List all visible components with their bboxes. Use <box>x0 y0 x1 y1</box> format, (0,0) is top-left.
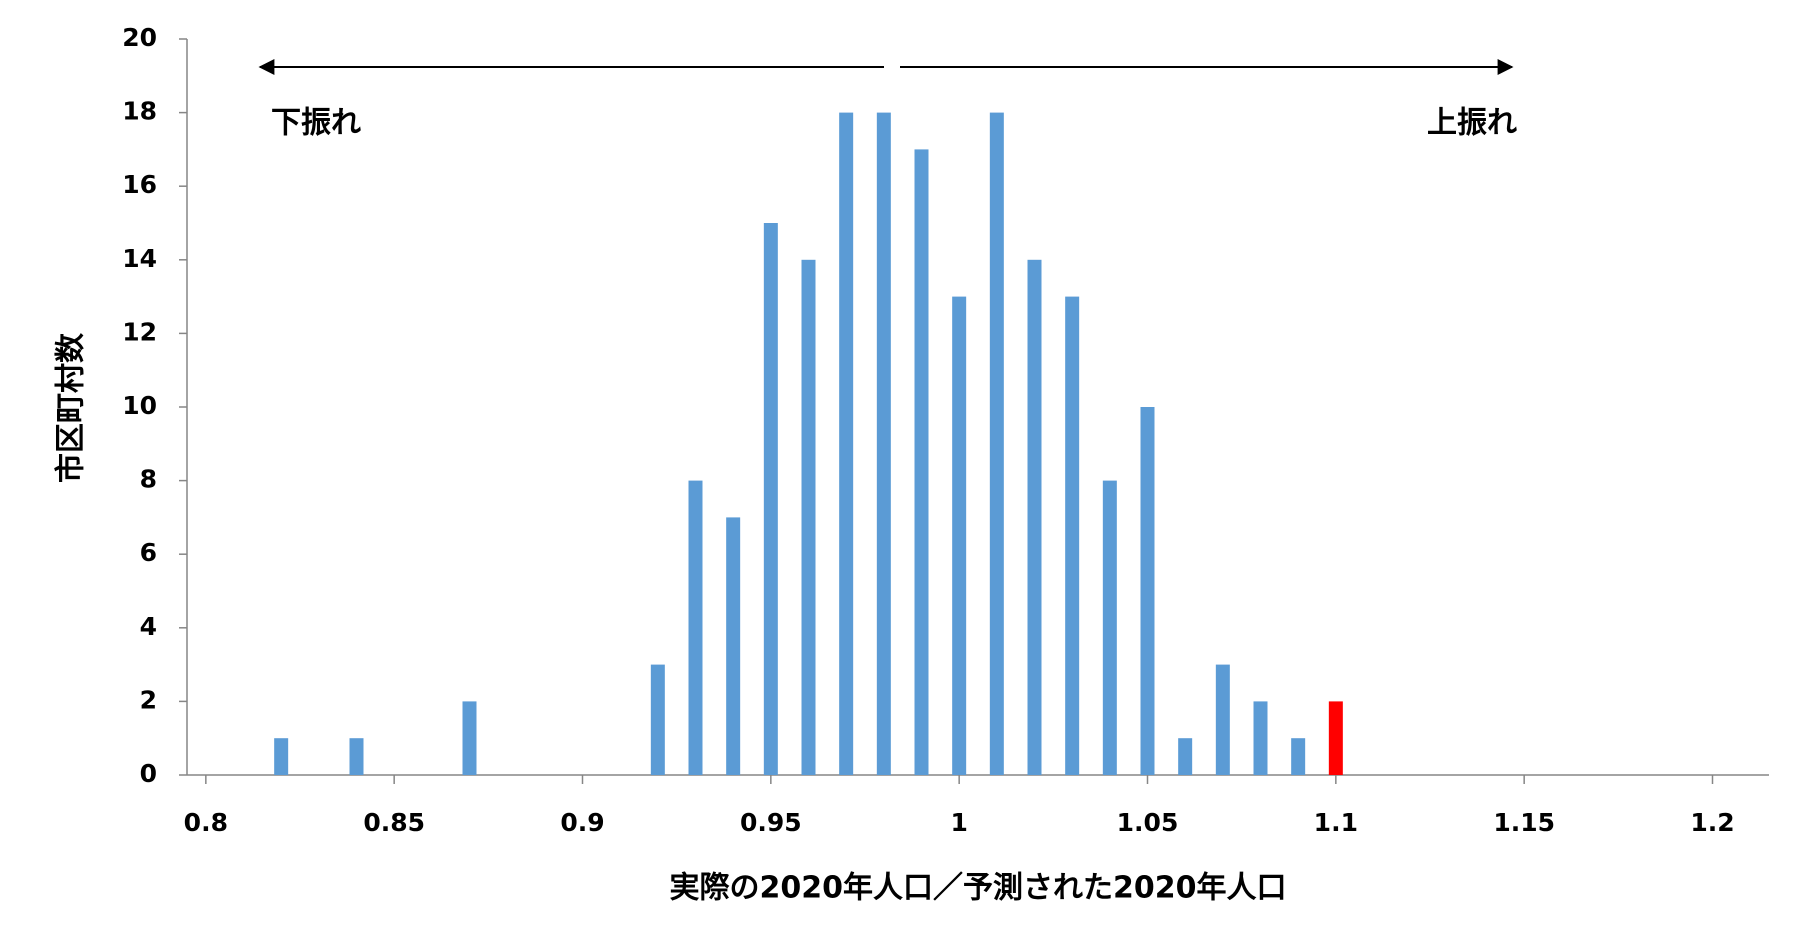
bar <box>462 701 477 775</box>
y-axis-label: 市区町村数 <box>54 332 89 483</box>
y-tick-label: 12 <box>122 317 157 346</box>
bar <box>989 112 1004 776</box>
bar <box>1253 701 1268 775</box>
x-axis-label: 実際の2020年人口／予測された2020年人口 <box>670 871 1287 906</box>
bar <box>1328 701 1343 775</box>
x-tick-label: 0.9 <box>560 808 604 837</box>
bar <box>1178 738 1193 775</box>
x-tick-label: 1.05 <box>1117 808 1179 837</box>
bar <box>876 112 891 776</box>
bar <box>839 112 854 776</box>
bar <box>1065 296 1080 775</box>
bar <box>914 149 929 775</box>
y-tick-label: 0 <box>140 759 157 788</box>
y-tick-label: 10 <box>122 391 157 420</box>
x-tick-label: 1 <box>950 808 967 837</box>
y-tick-label: 14 <box>122 244 157 273</box>
bar <box>1291 738 1306 775</box>
x-tick-label: 0.8 <box>184 808 228 837</box>
bar <box>349 738 364 775</box>
y-tick-label: 4 <box>140 612 157 641</box>
x-tick-label: 1.15 <box>1493 808 1555 837</box>
y-tick-label: 8 <box>140 465 157 494</box>
x-tick-label: 1.2 <box>1690 808 1734 837</box>
y-tick-label: 6 <box>140 538 157 567</box>
bar <box>763 223 778 775</box>
y-tick-label: 18 <box>122 97 157 126</box>
bar <box>1027 259 1042 775</box>
annotation: 上振れ <box>1427 106 1517 141</box>
x-tick-label: 1.1 <box>1314 808 1358 837</box>
bar <box>650 664 665 775</box>
y-tick-label: 20 <box>122 23 157 52</box>
bar <box>274 738 289 775</box>
bar <box>801 259 816 775</box>
bar <box>688 480 703 775</box>
bar <box>726 517 741 775</box>
x-tick-label: 0.85 <box>363 808 425 837</box>
bar <box>1140 407 1155 775</box>
y-tick-label: 2 <box>140 685 157 714</box>
bar <box>1215 664 1230 775</box>
y-tick-label: 16 <box>122 170 157 199</box>
annotation: 下振れ <box>271 106 361 141</box>
bar <box>952 296 967 775</box>
x-tick-label: 0.95 <box>740 808 802 837</box>
bar <box>1102 480 1117 775</box>
